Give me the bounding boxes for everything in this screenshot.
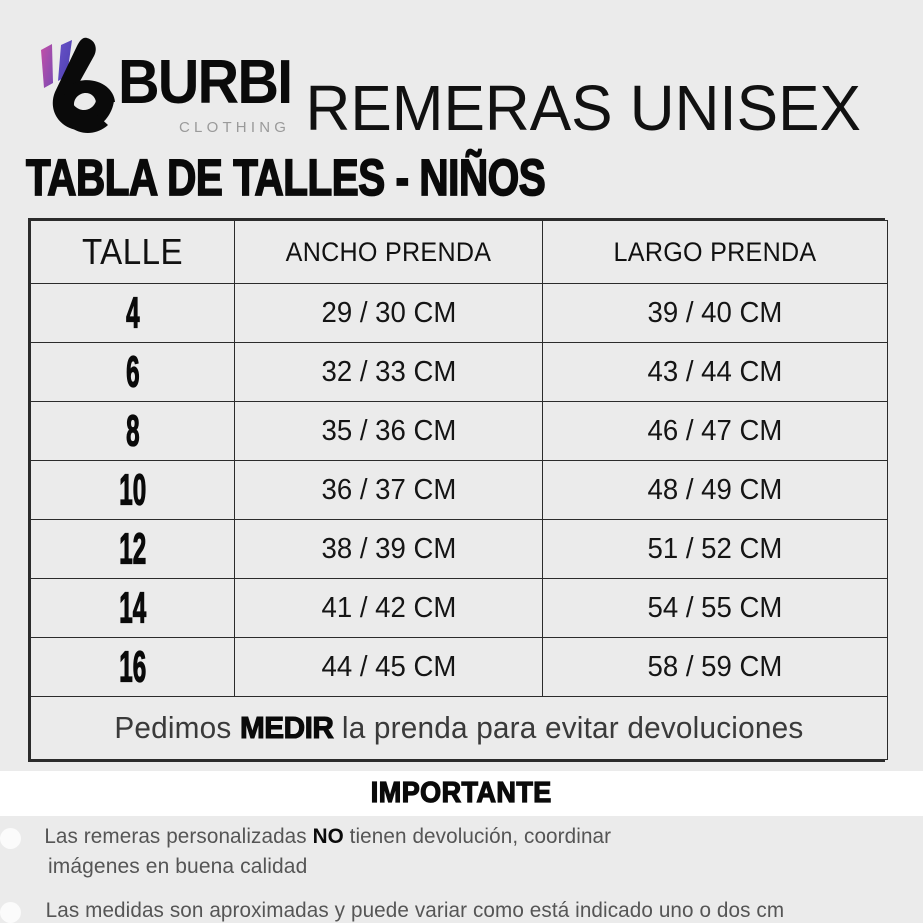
table-row: 4 29 / 30 CM 39 / 40 CM [30,283,888,343]
note-emphasis: MEDIR [240,709,335,745]
cell-ancho: 44 / 45 CM [234,637,543,697]
brand-logo: BURBI CLOTHING [0,24,293,154]
cell-ancho: 35 / 36 CM [234,401,543,461]
cell-talle: 16 [30,637,235,697]
table-row: 14 41 / 42 CM 54 / 55 CM [30,578,888,638]
cell-largo: 58 / 59 CM [542,637,888,697]
cell-ancho: 38 / 39 CM [234,519,543,579]
cell-talle: 6 [30,342,235,402]
size-table-body: 4 29 / 30 CM 39 / 40 CM 6 32 / 33 CM 43 … [30,283,888,760]
table-footer-note: Pedimos MEDIR la prenda para evitar devo… [30,696,888,760]
column-header-largo: LARGO PRENDA [542,220,888,284]
cell-largo: 43 / 44 CM [542,342,888,402]
cell-largo: 51 / 52 CM [542,519,888,579]
table-row: 12 38 / 39 CM 51 / 52 CM [30,519,888,579]
cell-talle: 12 [30,519,235,579]
cell-largo: 54 / 55 CM [542,578,888,638]
cell-talle: 8 [30,401,235,461]
bullet-dot-icon [0,828,21,849]
list-item: Las remeras personalizadas NO tienen dev… [0,822,923,882]
table-row: 6 32 / 33 CM 43 / 44 CM [30,342,888,402]
note-before: Las medidas son aproximadas y puede vari… [45,898,785,922]
table-row: 8 35 / 36 CM 46 / 47 CM [30,401,888,461]
cell-talle: 4 [30,283,235,343]
cell-talle: 10 [30,460,235,520]
page-subtitle: TABLA DE TALLES - NIÑOS [25,148,546,206]
cell-largo: 48 / 49 CM [542,460,888,520]
brand-wordmark: BURBI [118,48,293,117]
brand-tagline: CLOTHING [179,119,291,136]
column-header-ancho: ANCHO PRENDA [234,220,543,284]
column-header-talle: TALLE [30,220,235,284]
cell-ancho: 29 / 30 CM [234,283,543,343]
burbi-b-monogram-icon [41,37,115,133]
table-row: 10 36 / 37 CM 48 / 49 CM [30,460,888,520]
important-notes-list: Las remeras personalizadas NO tienen dev… [0,822,923,923]
note-before: Pedimos [114,710,241,745]
table-header-row: TALLE ANCHO PRENDA LARGO PRENDA [30,220,888,284]
cell-ancho: 32 / 33 CM [234,342,543,402]
table-row: 16 44 / 45 CM 58 / 59 CM [30,637,888,697]
note-after: la prenda para evitar devoluciones [333,710,804,745]
note-emphasis: NO [312,825,344,848]
bullet-dot-icon [0,901,21,923]
cell-ancho: 41 / 42 CM [234,578,543,638]
cell-talle: 14 [30,578,235,638]
note-line-2: imágenes en buena calidad [48,854,308,878]
page-header: BURBI CLOTHING REMERAS UNISEX [0,24,923,154]
page-title: REMERAS UNISEX [305,72,861,144]
important-heading: IMPORTANTE [370,776,552,809]
list-item: Las medidas son aproximadas y puede vari… [0,896,923,923]
size-table-container: TALLE ANCHO PRENDA LARGO PRENDA 4 29 / 3… [28,218,888,762]
note-text: Las medidas son aproximadas y puede vari… [21,896,923,923]
note-before: Las remeras personalizadas [44,825,313,848]
important-band: IMPORTANTE [0,771,923,816]
cell-largo: 46 / 47 CM [542,401,888,461]
note-text: Las remeras personalizadas NO tienen dev… [21,822,923,882]
table-footer-note-row: Pedimos MEDIR la prenda para evitar devo… [30,696,888,760]
size-table: TALLE ANCHO PRENDA LARGO PRENDA 4 29 / 3… [30,220,888,760]
note-after: tienen devolución, coordinar [343,825,612,848]
cell-ancho: 36 / 37 CM [234,460,543,520]
cell-largo: 39 / 40 CM [542,283,888,343]
